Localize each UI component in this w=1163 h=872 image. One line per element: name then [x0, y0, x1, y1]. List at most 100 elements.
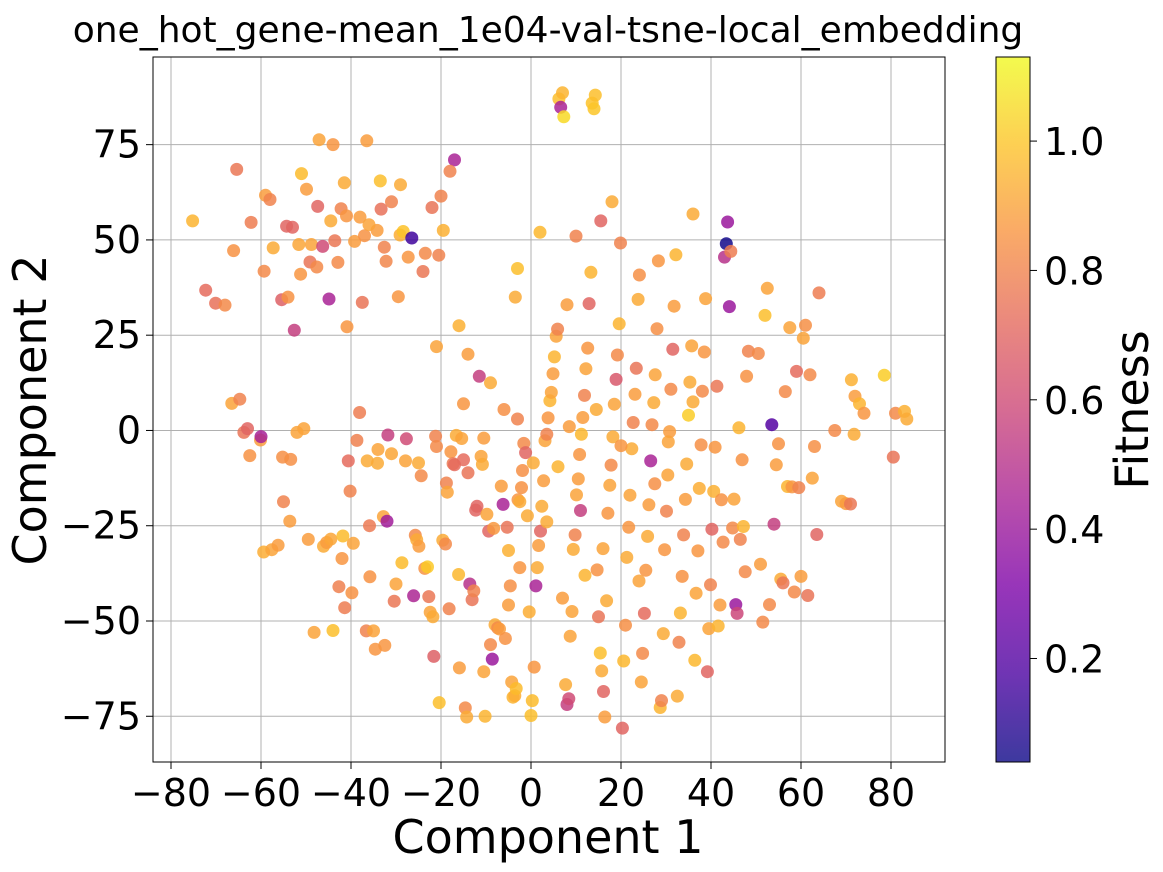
data-point	[502, 544, 515, 557]
data-point	[460, 710, 474, 724]
data-point	[500, 520, 514, 534]
grid-lines	[153, 57, 945, 762]
data-point	[722, 300, 736, 314]
data-point	[857, 406, 871, 420]
data-point	[600, 594, 614, 608]
y-tick-label: 25	[93, 313, 141, 357]
data-point	[448, 153, 461, 167]
data-point	[666, 342, 680, 356]
x-axis-ticks: −80 −60 −40 −20 0 20 40 60 80	[131, 762, 915, 815]
data-point	[452, 319, 466, 333]
data-point	[513, 561, 527, 575]
data-point	[401, 250, 415, 264]
x-tick-label: −40	[311, 771, 391, 815]
data-point	[803, 368, 817, 382]
data-point	[562, 692, 576, 706]
data-point	[582, 297, 596, 311]
data-point	[557, 110, 571, 124]
data-point	[584, 265, 598, 279]
data-points	[186, 86, 914, 735]
data-point	[695, 384, 709, 398]
colorbar-tick-label: 1.0	[1044, 120, 1104, 164]
data-point	[461, 466, 475, 480]
data-point	[544, 385, 558, 399]
data-point	[688, 653, 702, 667]
colorbar-tick-label: 0.6	[1044, 379, 1104, 423]
data-point	[484, 376, 497, 390]
data-point	[477, 665, 491, 679]
data-point	[565, 605, 579, 618]
data-point	[571, 472, 585, 486]
data-point	[310, 260, 324, 274]
data-point	[502, 598, 515, 612]
data-point	[711, 619, 725, 633]
data-point	[503, 579, 517, 593]
data-point	[358, 229, 371, 243]
data-point	[439, 537, 452, 551]
data-point	[399, 432, 413, 446]
data-point	[515, 481, 528, 495]
data-point	[664, 382, 678, 396]
data-point	[540, 427, 554, 441]
data-point	[612, 317, 626, 331]
data-point	[496, 497, 510, 511]
data-point	[604, 458, 618, 472]
y-tick-label: −25	[61, 504, 141, 548]
data-point	[434, 189, 448, 203]
data-point	[430, 440, 443, 453]
data-point	[620, 550, 634, 564]
data-point	[675, 569, 689, 583]
data-point	[541, 411, 555, 425]
data-point	[324, 214, 338, 228]
y-tick-label: −75	[61, 694, 141, 738]
data-point	[619, 618, 632, 632]
data-point	[363, 570, 377, 584]
data-point	[710, 379, 724, 393]
data-point	[425, 201, 439, 214]
data-point	[587, 102, 601, 116]
data-point	[614, 236, 627, 250]
data-point	[338, 601, 352, 615]
data-point	[556, 86, 569, 100]
data-point	[363, 519, 376, 533]
data-point	[645, 418, 659, 432]
data-point	[794, 569, 808, 583]
data-point	[595, 664, 609, 678]
data-point	[637, 606, 651, 620]
data-point	[316, 239, 330, 253]
data-point	[714, 493, 728, 507]
data-point	[519, 446, 533, 460]
data-point	[525, 694, 539, 708]
data-point	[360, 454, 374, 468]
data-point	[467, 584, 481, 598]
data-point	[429, 429, 443, 443]
data-point	[522, 605, 536, 619]
data-point	[656, 627, 670, 641]
data-point	[480, 507, 494, 521]
data-point	[307, 625, 321, 639]
data-point	[740, 369, 754, 383]
data-point	[772, 437, 785, 451]
data-point	[576, 411, 590, 424]
y-tick-label: −50	[61, 599, 141, 643]
data-point	[524, 709, 538, 722]
data-point	[642, 498, 656, 512]
data-point	[343, 484, 357, 498]
data-point	[663, 425, 677, 439]
data-point	[455, 432, 469, 445]
data-point	[276, 450, 290, 464]
data-point	[691, 544, 705, 558]
data-point	[877, 368, 891, 382]
data-point	[477, 431, 491, 445]
data-point	[756, 615, 770, 629]
data-point	[606, 430, 620, 444]
data-point	[682, 408, 695, 422]
data-point	[644, 454, 658, 468]
data-point	[603, 478, 617, 492]
data-point	[727, 492, 741, 506]
data-point	[605, 195, 619, 209]
chart-title: one_hot_gene-mean_1e04-val-tsne-local_em…	[73, 10, 1024, 51]
data-point	[385, 447, 398, 461]
data-point	[254, 430, 268, 444]
